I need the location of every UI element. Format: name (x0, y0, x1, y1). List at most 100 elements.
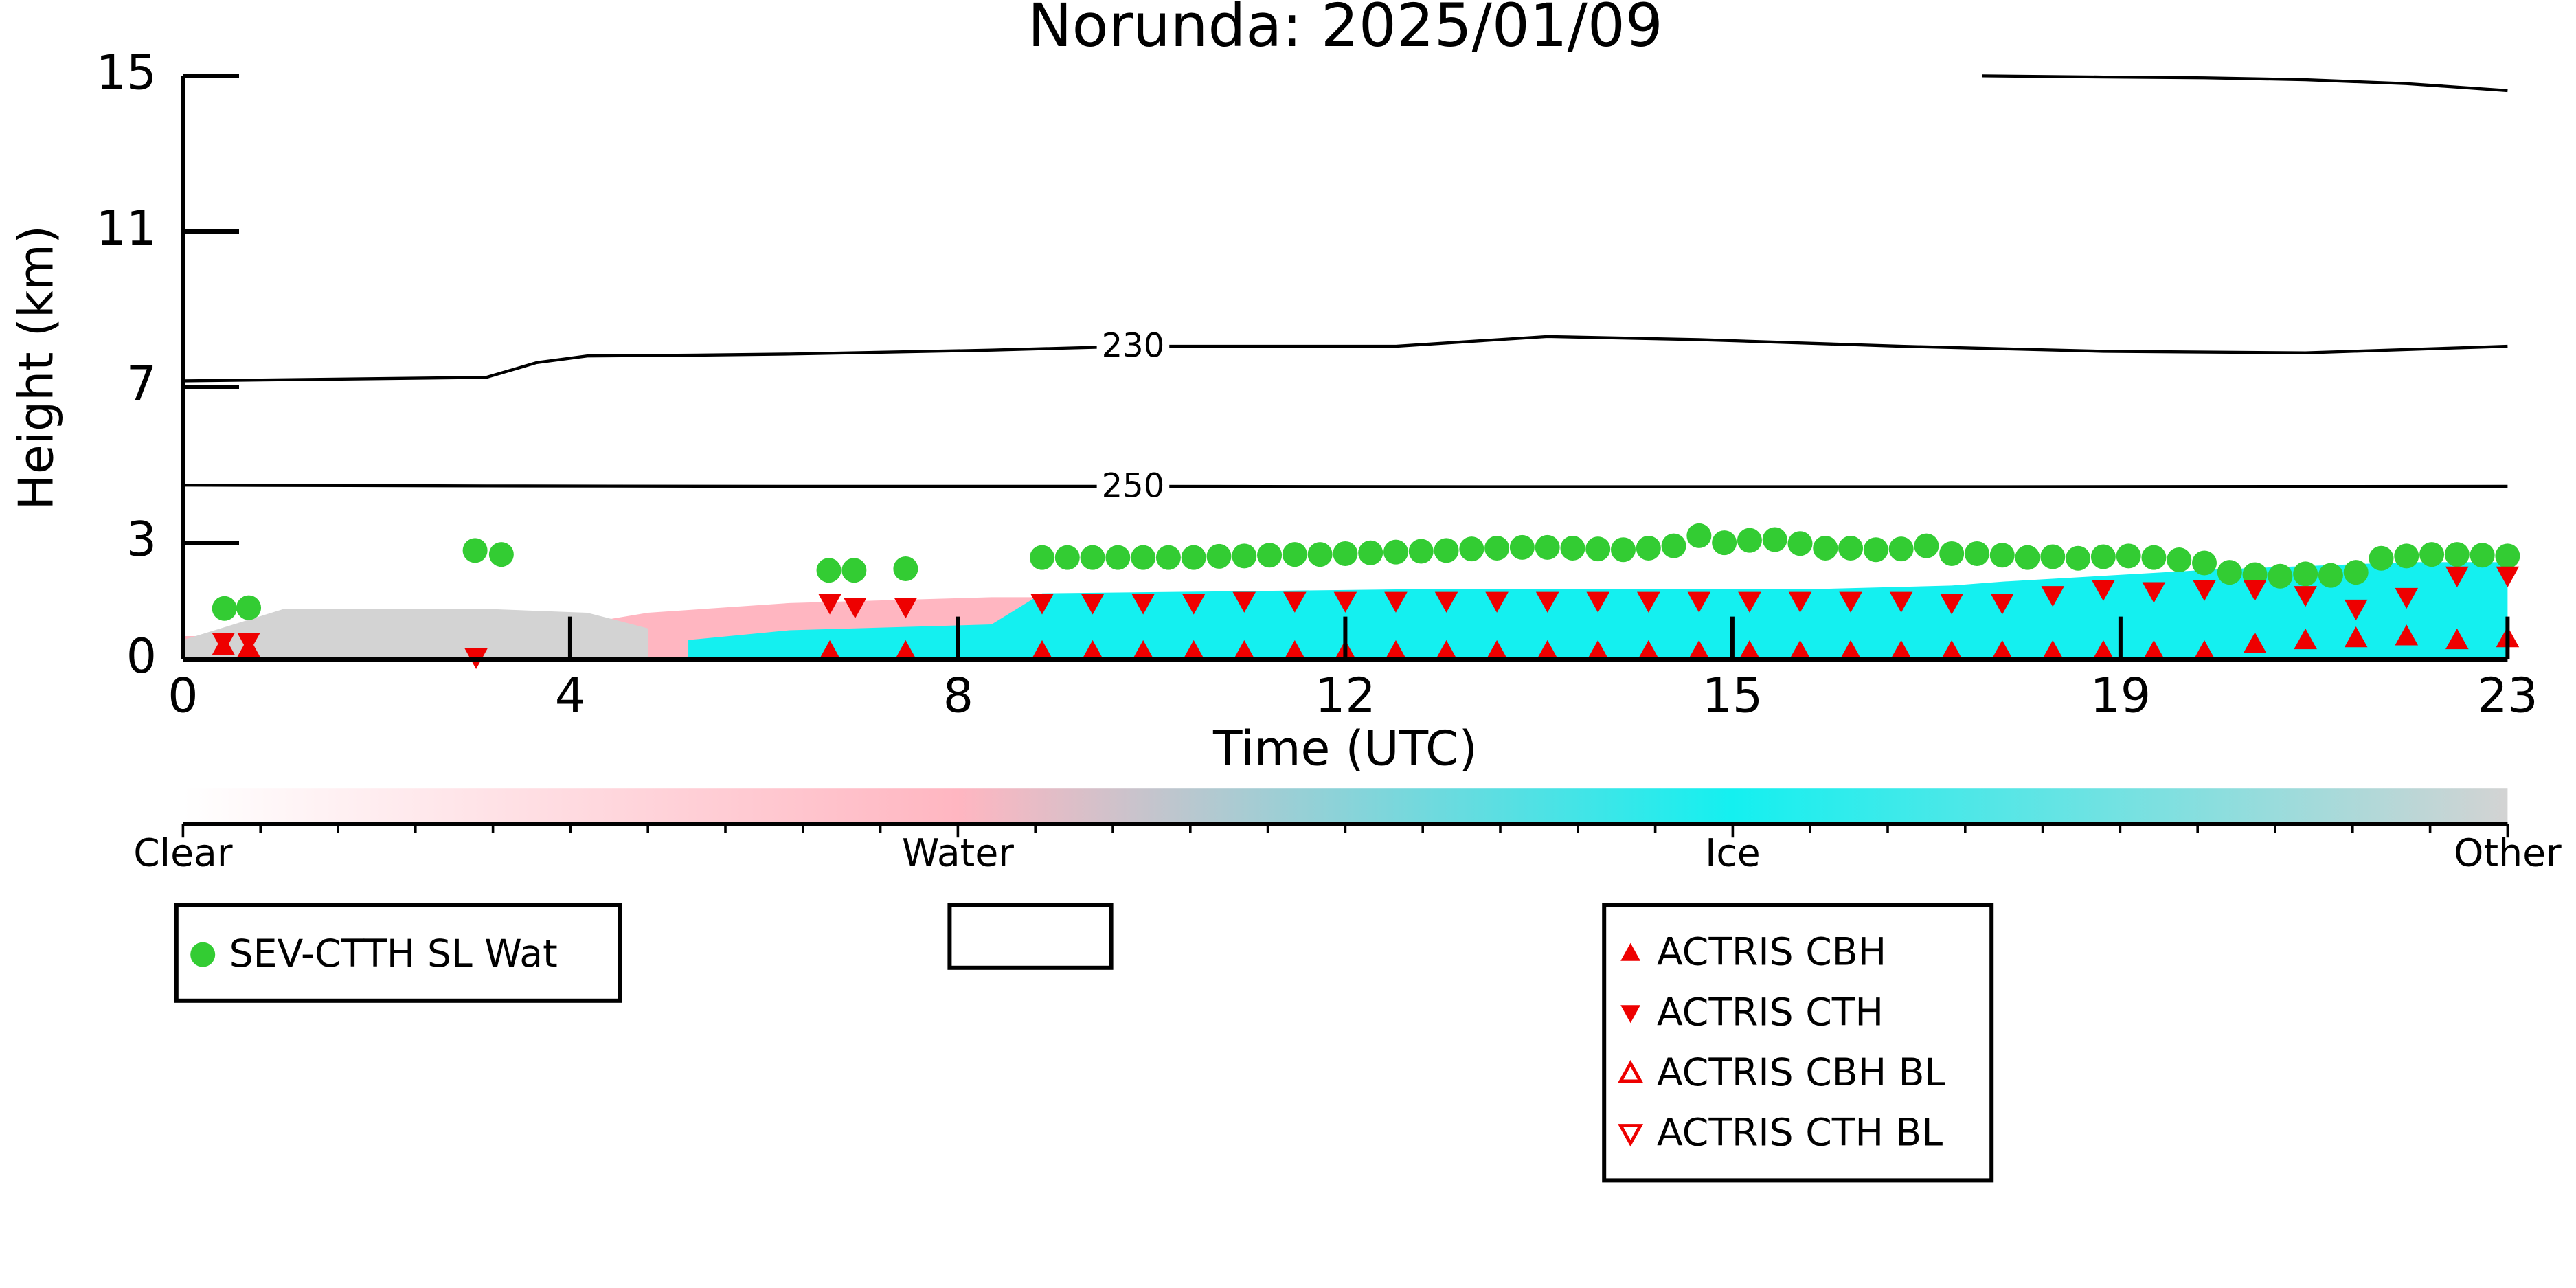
marker-triangle-up (818, 640, 841, 662)
x-tick-label: 0 (168, 668, 198, 724)
marker-circle (1509, 534, 1535, 560)
marker-circle (1838, 536, 1864, 561)
marker-triangle-up (2445, 628, 2469, 650)
marker-triangle-down (1232, 591, 1256, 613)
marker-circle (1459, 536, 1484, 562)
marker-circle (1888, 536, 1914, 562)
marker-circle (1535, 534, 1560, 560)
marker-triangle-down (894, 598, 918, 619)
marker-circle (2293, 561, 2318, 587)
marker-triangle-down (2193, 580, 2216, 601)
marker-triangle-up (1738, 640, 1761, 662)
marker-triangle-down (1618, 1124, 1644, 1147)
marker-circle (841, 558, 867, 583)
marker-triangle-up (1384, 640, 1408, 662)
y-axis-label: Height (km) (9, 225, 65, 510)
marker-circle (1712, 530, 1737, 556)
marker-circle (1611, 537, 1636, 563)
marker-triangle-down (237, 633, 260, 654)
marker-triangle-up (1283, 640, 1307, 662)
marker-circle (2217, 560, 2242, 585)
marker-triangle-down (2496, 566, 2520, 588)
marker-circle (2419, 542, 2445, 567)
marker-triangle-up (2193, 640, 2216, 662)
marker-triangle-down (1182, 594, 1206, 615)
marker-circle (2343, 560, 2369, 585)
marker-triangle-down (818, 594, 841, 615)
cloud-phase-area (183, 609, 648, 659)
marker-circle (1964, 541, 1989, 566)
y-tick-label: 15 (95, 45, 157, 100)
marker-triangle-up (1535, 640, 1559, 662)
marker-triangle-down (1384, 591, 1408, 613)
marker-triangle-down (1586, 591, 1610, 613)
marker-circle (1383, 539, 1408, 565)
marker-triangle-down (1620, 1005, 1640, 1024)
marker-circle (1434, 538, 1459, 563)
marker-circle (1131, 545, 1156, 570)
legend-box (947, 903, 1114, 970)
legend-label: ACTRIS CBH BL (1657, 1051, 1946, 1095)
marker-circle (1155, 545, 1181, 570)
marker-triangle-down (1636, 591, 1660, 613)
marker-triangle-down (1788, 591, 1812, 613)
marker-triangle-up (1940, 640, 1963, 662)
marker-triangle-up (1839, 640, 1862, 662)
marker-circle (1813, 536, 1838, 561)
marker-triangle-up (2243, 632, 2267, 653)
marker-triangle-up (1687, 640, 1711, 662)
marker-triangle-down (2041, 586, 2065, 607)
marker-circle (1863, 537, 1888, 563)
marker-circle (1686, 523, 1712, 548)
legend-box (174, 903, 622, 1003)
marker-triangle-down (1535, 591, 1559, 613)
x-tick-label: 19 (2090, 668, 2151, 724)
marker-circle (2090, 544, 2116, 569)
x-tick-label: 12 (1315, 668, 1376, 724)
marker-circle (1105, 545, 1131, 570)
marker-circle (2318, 563, 2343, 588)
marker-circle (1989, 543, 2015, 568)
marker-triangle-up (1586, 640, 1610, 662)
marker-circle (1585, 536, 1611, 562)
marker-triangle-down (1940, 594, 1963, 615)
marker-circle (1307, 542, 1333, 567)
marker-triangle-up (2041, 640, 2065, 662)
marker-triangle-up (1788, 640, 1812, 662)
marker-circle (236, 595, 262, 620)
marker-circle (1080, 545, 1105, 570)
marker-triangle-up (1636, 640, 1660, 662)
x-tick-label: 4 (555, 668, 585, 724)
marker-triangle-up (1182, 640, 1206, 662)
marker-triangle-down (844, 598, 867, 619)
legend-label: ACTRIS CBH (1657, 931, 1886, 975)
marker-triangle-up (1030, 640, 1054, 662)
marker-circle (893, 556, 918, 582)
marker-circle (1914, 533, 1939, 558)
x-tick-label: 15 (1702, 668, 1763, 724)
colorbar-label: Clear (133, 832, 233, 876)
contour-label: 230 (1102, 326, 1165, 365)
colorbar-label: Ice (1705, 832, 1761, 876)
contour-label-bg (1096, 330, 1170, 363)
legend-label: ACTRIS CTH (1657, 991, 1884, 1035)
marker-triangle-up (1889, 640, 1913, 662)
y-tick-label: 7 (126, 357, 157, 412)
marker-circle (1787, 531, 1813, 556)
marker-circle (1661, 533, 1686, 558)
marker-triangle-up (1618, 1060, 1644, 1083)
marker-triangle-up (2395, 624, 2419, 646)
marker-circle (190, 942, 216, 967)
marker-triangle-up (1232, 640, 1256, 662)
marker-triangle-down (1889, 591, 1913, 613)
marker-circle (2116, 543, 2141, 569)
marker-triangle-down (1081, 594, 1105, 615)
marker-circle (2192, 550, 2217, 576)
marker-triangle-up (1081, 640, 1105, 662)
marker-triangle-down (212, 633, 236, 654)
marker-circle (1282, 542, 1307, 567)
marker-triangle-down (1687, 591, 1711, 613)
marker-triangle-down (2092, 580, 2115, 601)
marker-circle (212, 596, 237, 621)
marker-triangle-down (1131, 594, 1155, 615)
